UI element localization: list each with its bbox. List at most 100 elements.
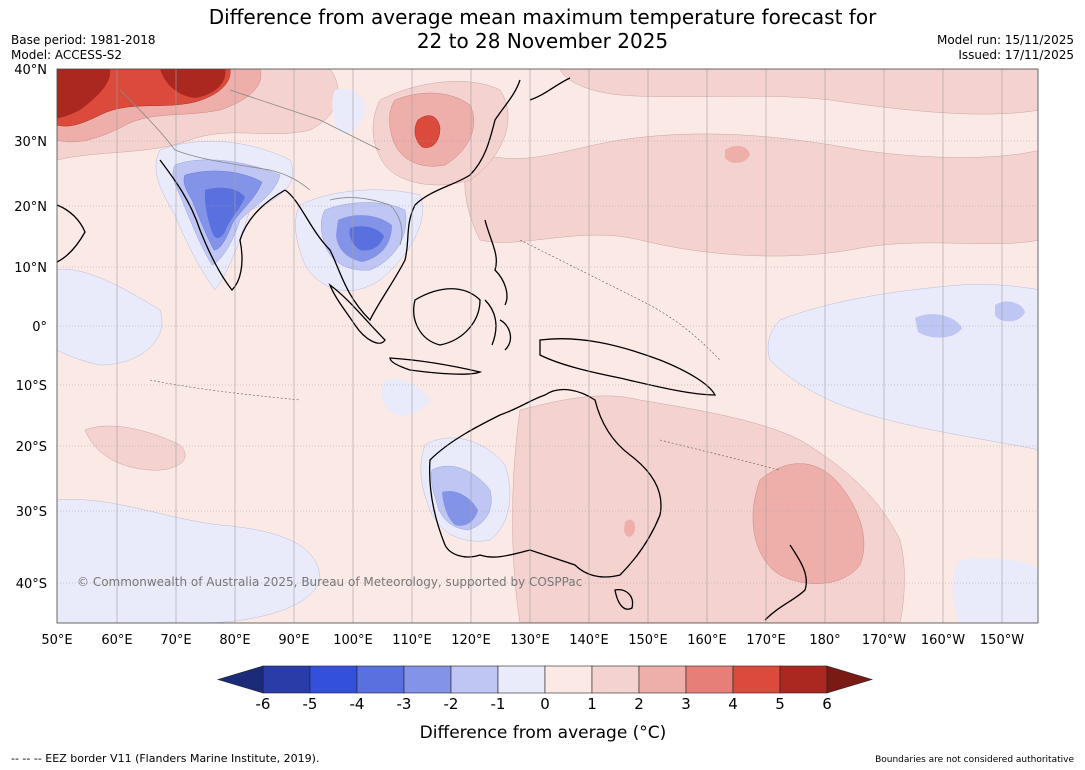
anomaly-pacific-cool-2 bbox=[995, 301, 1025, 322]
colorbar-high-extend bbox=[826, 665, 874, 694]
lat-label: 40°N bbox=[14, 63, 47, 78]
lon-label: 160°E bbox=[687, 633, 727, 648]
lon-label: 170°E bbox=[746, 633, 786, 648]
colorbar-swatch bbox=[732, 665, 781, 694]
model-name: Model: ACCESS-S2 bbox=[11, 48, 123, 62]
colorbar-swatch bbox=[262, 665, 311, 694]
lon-label: 70°E bbox=[160, 633, 191, 648]
anomaly-south-pacific-cool bbox=[767, 284, 1038, 450]
colorbar-swatch bbox=[638, 665, 687, 694]
lat-label: 20°N bbox=[14, 200, 47, 215]
lon-label: 150°W bbox=[980, 633, 1024, 648]
coast-arabia bbox=[57, 204, 86, 263]
coast-borneo bbox=[413, 288, 481, 346]
coast-new-zealand bbox=[764, 544, 807, 621]
colorbar-swatch bbox=[779, 665, 828, 694]
anomaly-indian-ocean-cool bbox=[57, 268, 163, 366]
coast-java bbox=[389, 357, 483, 375]
colorbar-tick: 4 bbox=[728, 695, 738, 713]
anomaly-pacific-cool-1 bbox=[915, 314, 962, 338]
lon-label: 100°E bbox=[333, 633, 373, 648]
title-line-1: Difference from average mean maximum tem… bbox=[208, 5, 877, 29]
base-period: Base period: 1981-2018 bbox=[11, 33, 156, 47]
border-indochina bbox=[329, 197, 403, 246]
lon-label: 150°E bbox=[628, 633, 668, 648]
lat-label: 30°S bbox=[16, 505, 47, 520]
colorbar-swatch bbox=[591, 665, 640, 694]
country-borders bbox=[119, 89, 403, 246]
anomaly-wa-cool-3 bbox=[442, 490, 478, 526]
colorbar-swatch bbox=[309, 665, 358, 694]
coast-tasmania bbox=[614, 589, 634, 610]
colorbar-tick: 5 bbox=[775, 695, 785, 713]
lon-label: 60°E bbox=[101, 633, 132, 648]
lat-label: 20°S bbox=[16, 440, 47, 455]
colorbar-tick: 3 bbox=[681, 695, 691, 713]
lon-label: 120°E bbox=[451, 633, 491, 648]
anomaly-tasman bbox=[752, 463, 865, 584]
colorbar-swatch bbox=[544, 665, 593, 694]
lat-label: 40°S bbox=[16, 577, 47, 592]
lon-label: 90°E bbox=[278, 633, 309, 648]
coast-philippines bbox=[484, 219, 508, 306]
coast-australia bbox=[429, 388, 662, 578]
longitude-labels: 50°E 60°E 70°E 80°E 90°E 100°E 110°E 120°E 130°E… bbox=[41, 633, 1024, 648]
anomaly-tibet-cool bbox=[332, 88, 365, 134]
colorbar-tick: -1 bbox=[491, 695, 506, 713]
coast-new-guinea bbox=[539, 338, 717, 396]
colorbar-swatch bbox=[450, 665, 499, 694]
lat-label: 10°N bbox=[14, 261, 47, 276]
coast-sulawesi bbox=[484, 299, 512, 351]
anomaly-east-asia-4 bbox=[414, 115, 441, 148]
colorbar-swatch bbox=[403, 665, 452, 694]
lon-label: 50°E bbox=[41, 633, 72, 648]
lon-label: 180° bbox=[809, 633, 840, 648]
lon-label: 140°E bbox=[569, 633, 609, 648]
coast-sumatra bbox=[328, 283, 386, 344]
eez-indian bbox=[149, 379, 301, 401]
border-south-asia bbox=[119, 89, 311, 191]
colorbar-tick: 2 bbox=[634, 695, 644, 713]
latitude-labels: 40°N 30°N 20°N 10°N 0° 10°S 20°S 30°S 40°S bbox=[14, 63, 47, 592]
colorbar-swatch bbox=[356, 665, 405, 694]
gridlines bbox=[57, 69, 1038, 623]
colorbar-tick: -4 bbox=[350, 695, 365, 713]
lat-label: 30°N bbox=[14, 135, 47, 150]
colorbar-tick: -5 bbox=[303, 695, 318, 713]
coast-indochina bbox=[284, 174, 471, 322]
colorbar-tick: -6 bbox=[256, 695, 271, 713]
anomaly-indian-ocean bbox=[84, 425, 186, 471]
lon-label: 110°E bbox=[392, 633, 432, 648]
anomaly-central-asia-6 bbox=[57, 69, 111, 118]
anomaly-tibet-6 bbox=[160, 69, 226, 98]
eez-borders bbox=[149, 239, 781, 471]
anomaly-south-pacific-cool-2 bbox=[952, 558, 1038, 623]
eez-note: -- -- -- EEZ border V11 (Flanders Marine… bbox=[11, 752, 320, 765]
lat-label: 10°S bbox=[16, 379, 47, 394]
colorbar-swatch bbox=[685, 665, 734, 694]
anomaly-north-pacific-high bbox=[559, 69, 1038, 115]
map-frame bbox=[56, 68, 1039, 624]
border-china bbox=[229, 89, 381, 151]
title-line-2: 22 to 28 November 2025 bbox=[416, 29, 669, 53]
coastlines bbox=[57, 77, 807, 621]
colorbar-label: Difference from average (°C) bbox=[420, 723, 667, 743]
meta-left: Base period: 1981-2018 Model: ACCESS-S2 bbox=[11, 33, 156, 63]
copyright-note: © Commonwealth of Australia 2025, Bureau… bbox=[77, 575, 582, 589]
colorbar-tick: -2 bbox=[444, 695, 459, 713]
anomaly-australia-spot bbox=[624, 519, 636, 537]
colorbar-tick: 6 bbox=[822, 695, 832, 713]
map-field: © Commonwealth of Australia 2025, Bureau… bbox=[57, 69, 1038, 623]
lon-label: 130°E bbox=[510, 633, 550, 648]
lon-label: 160°W bbox=[921, 633, 965, 648]
anomaly-indochina-cool-4 bbox=[349, 226, 384, 251]
colorbar-low-extend bbox=[216, 665, 264, 694]
colorbar-swatch bbox=[497, 665, 546, 694]
anomaly-north-pacific bbox=[464, 133, 1038, 257]
boundaries-note: Boundaries are not considered authoritat… bbox=[875, 755, 1074, 765]
lon-label: 170°W bbox=[862, 633, 906, 648]
map-title: Difference from average mean maximum tem… bbox=[0, 5, 1085, 53]
colorbar: -6 -5 -4 -3 -2 -1 0 1 2 3 4 5 6 bbox=[216, 665, 874, 713]
lon-label: 80°E bbox=[219, 633, 250, 648]
